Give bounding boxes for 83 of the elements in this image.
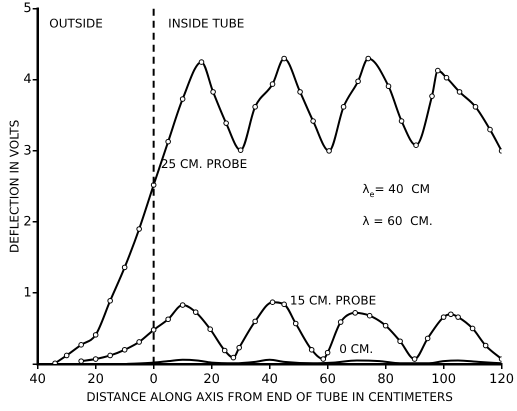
- y-tick-label: 3: [23, 143, 32, 158]
- point: [223, 120, 229, 126]
- x-tick-label: 80: [377, 372, 394, 388]
- point: [292, 320, 299, 326]
- point: [487, 126, 493, 132]
- point: [424, 336, 430, 342]
- point: [136, 339, 142, 345]
- point: [448, 311, 454, 318]
- point: [398, 118, 404, 124]
- point: [180, 96, 186, 102]
- x-tick-label: 20: [87, 372, 104, 388]
- point: [365, 56, 372, 62]
- point: [180, 302, 186, 308]
- point: [222, 348, 228, 354]
- point: [338, 319, 344, 325]
- point: [281, 302, 287, 308]
- point: [165, 138, 171, 144]
- point: [230, 354, 236, 360]
- point: [386, 83, 392, 90]
- point: [472, 104, 478, 110]
- point: [324, 350, 330, 356]
- point: [470, 326, 476, 332]
- point: [456, 89, 462, 95]
- point: [122, 264, 128, 270]
- x-tick-label: 40: [29, 372, 46, 388]
- point: [429, 93, 435, 99]
- series-label: 0 CM.: [339, 342, 374, 356]
- point: [207, 326, 213, 332]
- x-tick-label: 0: [150, 372, 158, 388]
- point: [340, 104, 346, 110]
- point: [252, 318, 258, 324]
- point: [320, 356, 326, 362]
- point: [78, 342, 84, 348]
- point: [270, 81, 276, 87]
- x-tick-label: 40: [261, 372, 278, 388]
- point: [192, 309, 198, 315]
- point: [413, 142, 419, 148]
- point: [435, 68, 441, 74]
- point: [64, 352, 70, 358]
- y-tick-label: 2: [23, 214, 32, 230]
- point: [236, 344, 242, 350]
- point: [308, 346, 314, 353]
- point: [136, 226, 142, 232]
- point: [455, 314, 461, 320]
- y-axis-title: DEFLECTION IN VOLTS: [7, 120, 22, 254]
- annotation: λ = 60 CM.: [362, 214, 433, 228]
- point: [281, 56, 287, 62]
- point: [355, 78, 361, 84]
- point: [165, 316, 171, 322]
- point: [482, 342, 488, 348]
- point: [122, 346, 128, 353]
- point: [310, 118, 316, 124]
- point: [297, 89, 303, 95]
- y-tick-label: 4: [23, 72, 32, 88]
- point: [238, 147, 244, 153]
- x-tick-label: 100: [431, 372, 456, 388]
- point: [412, 356, 418, 362]
- x-tick-label: 120: [489, 372, 514, 388]
- point: [326, 148, 332, 154]
- x-axis-title: DISTANCE ALONG AXIS FROM END OF TUBE IN CENTIMETERS: [86, 390, 453, 404]
- point: [366, 312, 372, 318]
- annotation: OUTSIDE: [49, 16, 103, 31]
- y-tick-label: 5: [23, 1, 32, 16]
- y-tick-label: 1: [23, 285, 32, 300]
- point: [444, 74, 450, 81]
- point: [92, 332, 98, 338]
- point: [252, 104, 258, 110]
- series-label: 25 CM. PROBE: [160, 157, 248, 172]
- point: [198, 59, 204, 65]
- annotation: INSIDE TUBE: [168, 16, 244, 31]
- point: [107, 352, 113, 358]
- point: [150, 327, 156, 333]
- x-tick-label: 20: [203, 372, 220, 388]
- point: [270, 299, 276, 305]
- point: [352, 310, 358, 316]
- series-label: 15 CM. PROBE: [290, 294, 376, 308]
- x-tick-label: 60: [319, 372, 336, 388]
- point: [382, 322, 388, 328]
- point: [107, 298, 113, 304]
- point: [210, 89, 216, 95]
- point: [440, 314, 446, 320]
- point: [397, 338, 403, 344]
- point: [92, 356, 98, 362]
